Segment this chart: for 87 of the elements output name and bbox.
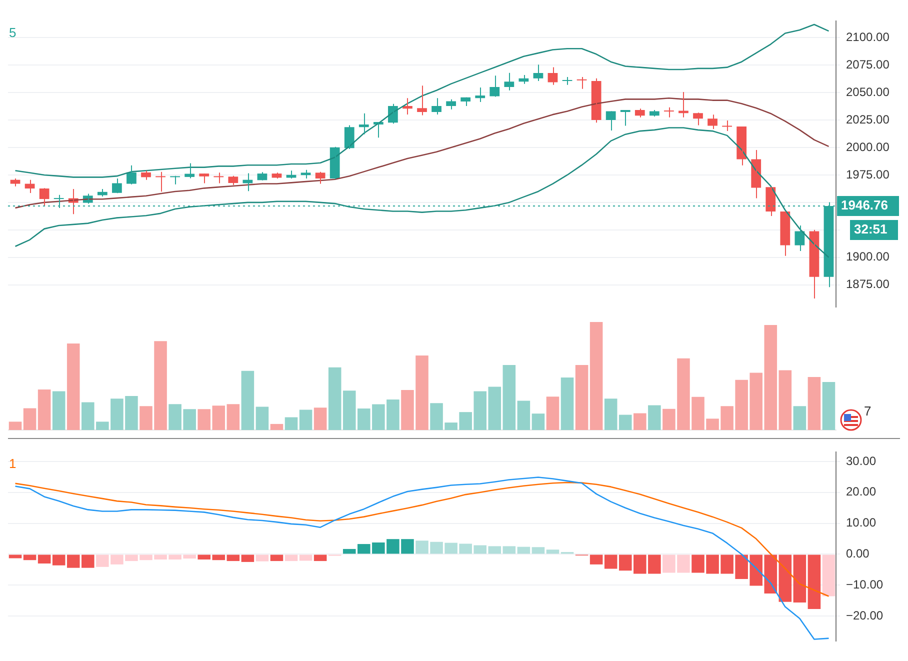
candlestick xyxy=(693,112,703,126)
bar xyxy=(517,546,530,554)
bar xyxy=(256,554,269,562)
candlestick xyxy=(170,175,180,185)
bar xyxy=(226,404,240,430)
bar xyxy=(590,554,603,564)
y-tick-label: 2050.00 xyxy=(846,84,890,99)
candlestick xyxy=(432,98,442,115)
bar xyxy=(778,554,792,602)
candlestick xyxy=(794,225,805,252)
bar xyxy=(793,406,806,430)
candlestick xyxy=(126,164,136,185)
bar xyxy=(23,554,36,560)
candlestick xyxy=(199,173,210,184)
bar xyxy=(822,554,836,596)
bar xyxy=(634,413,646,430)
bar xyxy=(38,554,51,564)
bar xyxy=(284,554,298,562)
y-tick-label: 1875.00 xyxy=(846,277,890,292)
text: 7 xyxy=(864,404,872,419)
bar xyxy=(314,408,327,430)
y-tick-label: −20.00 xyxy=(846,608,884,622)
annotation: 1 xyxy=(9,456,16,471)
bar xyxy=(808,554,821,609)
bar xyxy=(8,554,22,558)
candlestick xyxy=(533,64,544,82)
candlestick xyxy=(315,171,326,184)
bar xyxy=(256,406,269,430)
candlestick xyxy=(664,106,674,118)
y-tick-label: 30.00 xyxy=(846,454,876,468)
bar xyxy=(299,554,312,561)
bar xyxy=(546,396,560,430)
y-tick-label: 2000.00 xyxy=(846,140,890,154)
bar xyxy=(808,376,821,430)
bar xyxy=(502,364,516,430)
bar xyxy=(532,547,545,554)
y-tick-label: 2100.00 xyxy=(846,30,890,44)
y-tick-label: 1975.00 xyxy=(846,167,890,182)
text: 32:51 xyxy=(854,222,888,237)
bar xyxy=(822,382,836,430)
ref-line-label: 1946.76 xyxy=(841,198,888,213)
bar xyxy=(226,554,240,562)
bar xyxy=(241,370,254,430)
bar xyxy=(618,414,632,430)
candlestick xyxy=(722,120,732,132)
bar xyxy=(270,424,284,430)
bar xyxy=(270,554,284,562)
candlestick xyxy=(112,178,122,194)
y-tick-label: 2025.00 xyxy=(846,112,890,126)
bar xyxy=(241,554,254,562)
candlestick xyxy=(417,85,427,116)
candlestick xyxy=(39,188,50,207)
bar xyxy=(38,390,51,430)
bar xyxy=(793,554,806,602)
bar xyxy=(52,391,66,430)
bar xyxy=(23,408,36,430)
annotation: 5 xyxy=(9,24,16,40)
y-tick-label: 10.00 xyxy=(846,516,876,530)
bar xyxy=(328,367,342,430)
bar xyxy=(590,322,603,430)
bar xyxy=(778,370,792,430)
bar xyxy=(517,400,530,430)
bar xyxy=(8,422,22,430)
candlestick xyxy=(214,172,224,184)
y-tick-label: 1900.00 xyxy=(846,250,890,264)
bar xyxy=(532,414,545,430)
candlestick xyxy=(708,114,718,130)
candlestick xyxy=(228,175,238,186)
bar xyxy=(502,546,516,554)
bar xyxy=(648,405,661,430)
y-tick-label: 20.00 xyxy=(846,484,876,499)
candlestick xyxy=(156,171,166,192)
bar xyxy=(560,378,574,430)
bar xyxy=(284,417,298,430)
bar xyxy=(299,410,312,430)
candlestick xyxy=(678,92,688,118)
candlestick xyxy=(504,72,514,91)
bar xyxy=(575,364,588,430)
bar xyxy=(546,550,560,554)
y-tick-label: 0.00 xyxy=(846,546,870,561)
bar xyxy=(604,398,618,430)
bar xyxy=(314,554,327,562)
bar xyxy=(66,343,80,430)
y-tick-label: 2075.00 xyxy=(846,57,890,72)
bar xyxy=(604,554,618,569)
y-tick-label: −10.00 xyxy=(846,577,884,592)
bar xyxy=(52,554,66,566)
